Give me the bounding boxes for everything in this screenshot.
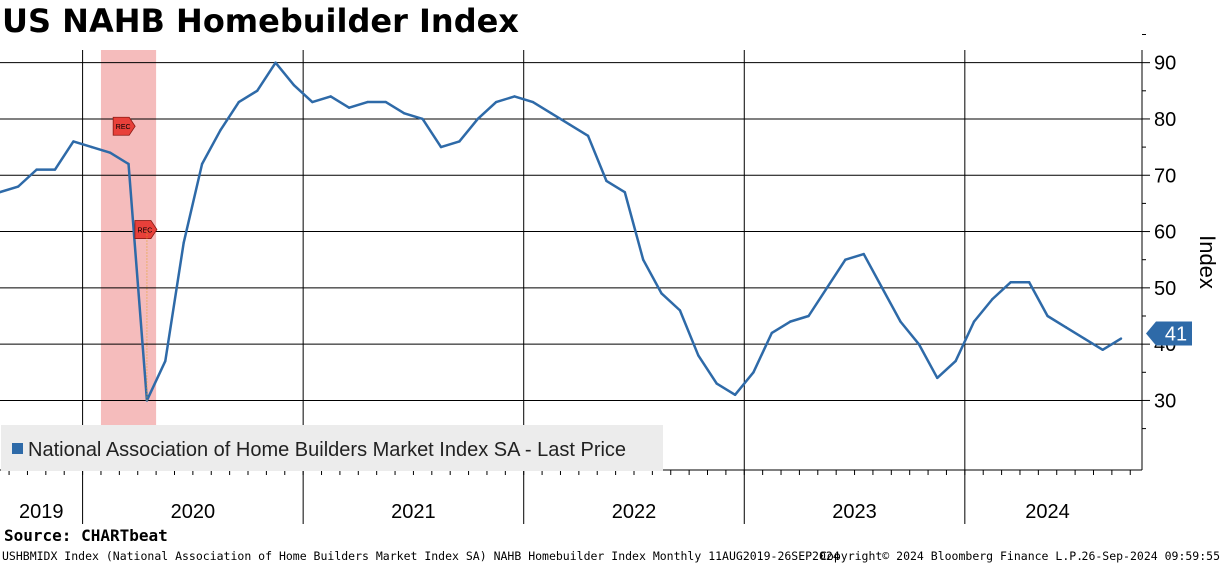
data-point bbox=[1064, 326, 1068, 329]
data-point bbox=[53, 168, 57, 171]
data-point bbox=[403, 112, 406, 115]
last-value-label: 41 bbox=[1165, 324, 1187, 346]
data-point bbox=[329, 95, 332, 98]
data-point bbox=[72, 140, 75, 143]
data-point bbox=[605, 179, 608, 183]
data-point bbox=[17, 185, 20, 188]
data-point bbox=[494, 100, 498, 104]
data-point bbox=[513, 95, 516, 98]
recession-band bbox=[100, 50, 157, 470]
data-point bbox=[219, 129, 222, 132]
y-tick-label: 50 bbox=[1154, 278, 1176, 300]
data-point bbox=[752, 371, 755, 374]
data-point bbox=[421, 117, 424, 121]
x-year-label: 2024 bbox=[1025, 501, 1070, 523]
data-point bbox=[531, 100, 535, 104]
data-point bbox=[274, 61, 277, 64]
y-tick-label: 80 bbox=[1154, 109, 1176, 131]
data-point bbox=[366, 100, 369, 104]
data-point bbox=[1046, 314, 1049, 318]
data-point bbox=[292, 83, 296, 87]
data-point bbox=[1083, 337, 1086, 340]
data-point bbox=[311, 100, 314, 104]
data-point bbox=[697, 354, 700, 357]
data-point bbox=[880, 286, 884, 290]
last-value-shape bbox=[1146, 321, 1192, 346]
data-point bbox=[1119, 337, 1123, 340]
data-point bbox=[660, 292, 663, 295]
data-point bbox=[807, 314, 810, 318]
legend-box bbox=[1, 425, 663, 471]
x-year-label: 2022 bbox=[612, 501, 657, 523]
recession-marker-text: REC bbox=[116, 124, 131, 131]
data-point bbox=[237, 100, 241, 104]
x-year-label: 2021 bbox=[391, 501, 436, 523]
data-point bbox=[182, 241, 185, 245]
data-point bbox=[1101, 348, 1104, 351]
data-point bbox=[770, 331, 774, 335]
y-tick-label: 70 bbox=[1154, 165, 1176, 187]
data-point bbox=[623, 190, 626, 194]
data-point bbox=[384, 100, 388, 104]
last-value-tag: 41 bbox=[1146, 321, 1192, 346]
legend-swatch bbox=[12, 443, 23, 454]
footer-description: USHBMIDX Index (National Association of … bbox=[2, 549, 840, 563]
x-year-label: 2019 bbox=[19, 501, 64, 523]
y-tick-label: 60 bbox=[1154, 222, 1176, 244]
x-year-label: 2020 bbox=[171, 501, 216, 523]
data-point bbox=[568, 123, 571, 126]
y-axis-title: Index bbox=[1195, 235, 1220, 289]
recession-marker: REC bbox=[112, 116, 136, 136]
recession-marker: REC bbox=[134, 220, 158, 239]
data-point bbox=[936, 376, 939, 380]
legend-label: National Association of Home Builders Ma… bbox=[28, 439, 626, 461]
data-point bbox=[164, 359, 167, 363]
data-point bbox=[991, 297, 994, 301]
data-point bbox=[0, 190, 2, 194]
y-tick-label: 30 bbox=[1154, 390, 1176, 412]
data-point bbox=[90, 145, 93, 149]
data-point bbox=[825, 286, 829, 290]
data-point bbox=[200, 162, 204, 166]
data-point bbox=[458, 140, 461, 143]
data-point bbox=[733, 393, 737, 397]
data-point bbox=[789, 320, 792, 323]
source-note: Source: CHARTbeat bbox=[4, 526, 168, 545]
footer-copyright: Copyright© 2024 Bloomberg Finance L.P. bbox=[820, 549, 1084, 563]
data-point bbox=[1009, 281, 1012, 284]
data-point bbox=[35, 168, 38, 171]
data-point bbox=[439, 145, 443, 149]
data-point bbox=[715, 382, 718, 385]
data-point bbox=[917, 342, 921, 346]
data-point bbox=[476, 117, 479, 121]
y-tick-label: 90 bbox=[1154, 53, 1176, 75]
data-point bbox=[256, 89, 259, 93]
series-line bbox=[0, 61, 1122, 402]
data-point bbox=[844, 258, 847, 261]
data-point bbox=[641, 258, 645, 261]
data-point bbox=[678, 309, 682, 312]
data-point bbox=[899, 320, 902, 323]
data-point bbox=[1027, 281, 1031, 284]
footer-timestamp: 26-Sep-2024 09:59:55 bbox=[1081, 549, 1220, 563]
chart-title: US NAHB Homebuilder Index bbox=[2, 2, 519, 40]
data-point bbox=[108, 151, 112, 154]
data-point bbox=[972, 320, 976, 323]
recession-marker-text: REC bbox=[138, 228, 153, 235]
data-point bbox=[862, 252, 865, 256]
data-point bbox=[550, 112, 553, 115]
x-year-label: 2023 bbox=[832, 501, 877, 523]
data-point bbox=[127, 162, 130, 166]
data-point bbox=[347, 106, 351, 109]
data-point bbox=[954, 359, 957, 363]
recession-marker-shape bbox=[134, 220, 158, 239]
recession-marker-shape bbox=[112, 116, 136, 136]
data-point bbox=[586, 134, 590, 138]
